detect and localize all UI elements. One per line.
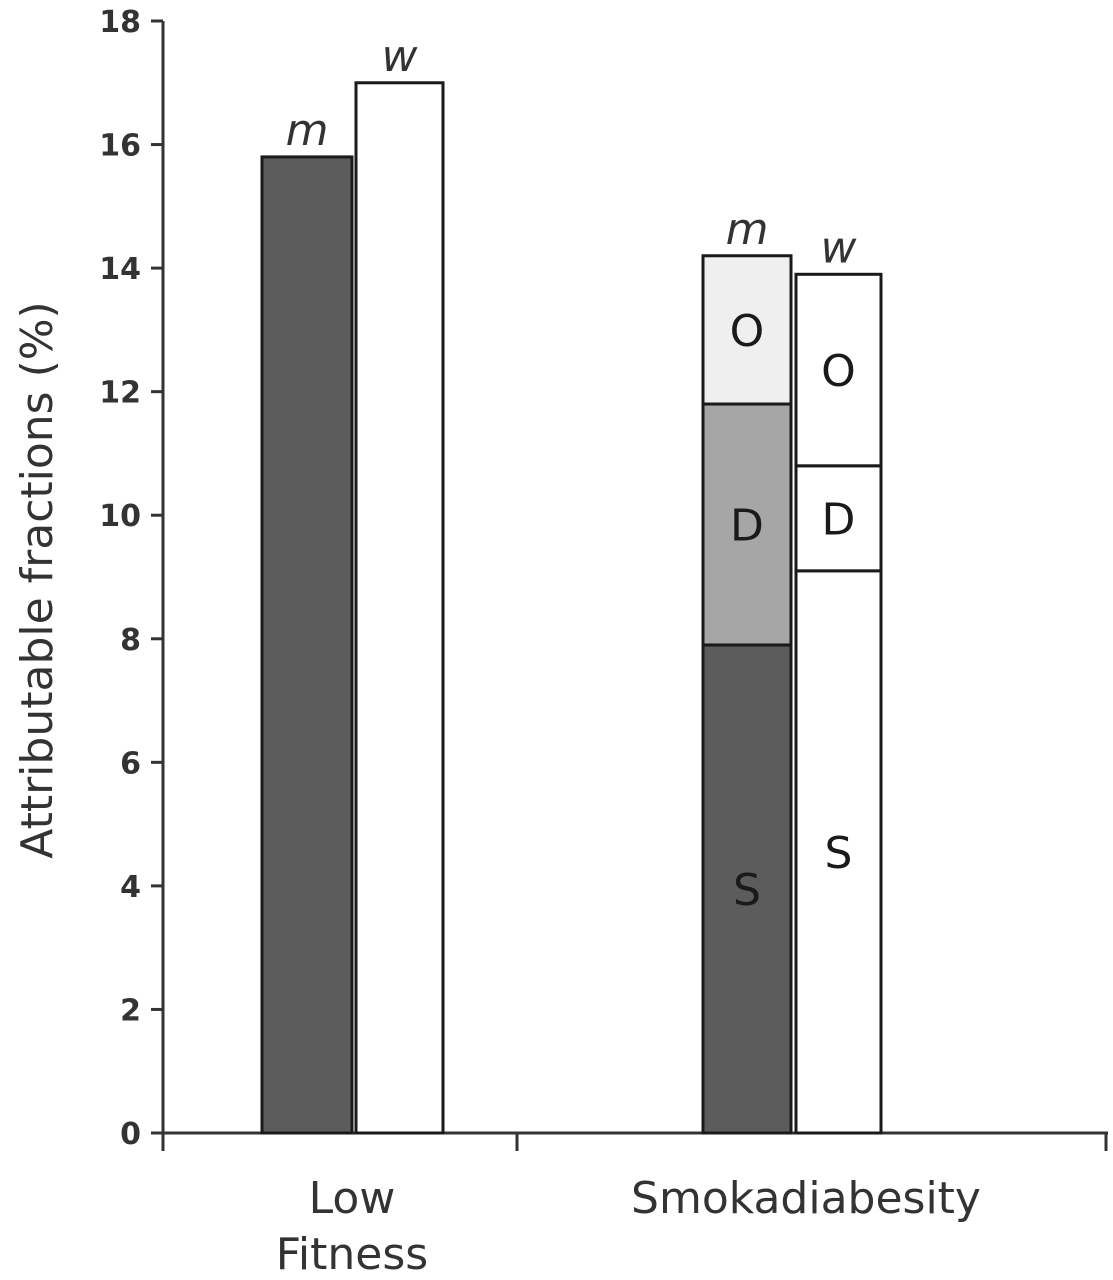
x-category-label: Smokadiabesity xyxy=(631,1173,981,1224)
y-tick-label: 16 xyxy=(99,129,141,164)
segment-label: D xyxy=(730,500,764,551)
bar-group-label: w xyxy=(382,31,419,82)
bar-group-label: w xyxy=(821,222,858,273)
y-tick-label: 18 xyxy=(99,5,141,40)
x-category-label: Low xyxy=(309,1173,396,1224)
bar-segment xyxy=(794,464,883,573)
bar-segment xyxy=(794,569,883,1135)
bar-segment xyxy=(354,81,445,1135)
bar-segment xyxy=(260,155,354,1135)
segment-label: S xyxy=(825,828,853,879)
y-tick-label: 12 xyxy=(99,376,141,411)
bar-segment xyxy=(701,402,793,647)
y-tick-label: 6 xyxy=(120,746,141,781)
segment-label: O xyxy=(730,306,765,357)
y-axis: 0 2 4 6 8 10 12 14 16 18 xyxy=(99,5,165,1152)
bar-segment xyxy=(701,643,793,1135)
bars: m w S D Om S D Ow xyxy=(260,31,883,1135)
x-category-label: Fitness xyxy=(276,1229,428,1280)
y-tick-label: 4 xyxy=(120,870,141,905)
y-tick-label: 2 xyxy=(120,993,141,1028)
segment-label: D xyxy=(822,494,856,545)
y-tick-label: 0 xyxy=(120,1117,141,1152)
bar-segment xyxy=(794,272,883,468)
y-tick-label: 10 xyxy=(99,499,141,534)
segment-label: O xyxy=(821,346,856,397)
y-axis-title: Attributable fractions (%) xyxy=(12,301,63,858)
bar-group-label: m xyxy=(286,105,329,156)
y-tick-label: 8 xyxy=(120,623,141,658)
y-tick-label: 14 xyxy=(99,252,141,287)
segment-label: S xyxy=(733,865,761,916)
bar-group-label: m xyxy=(726,204,769,255)
bar-segment xyxy=(701,254,793,406)
